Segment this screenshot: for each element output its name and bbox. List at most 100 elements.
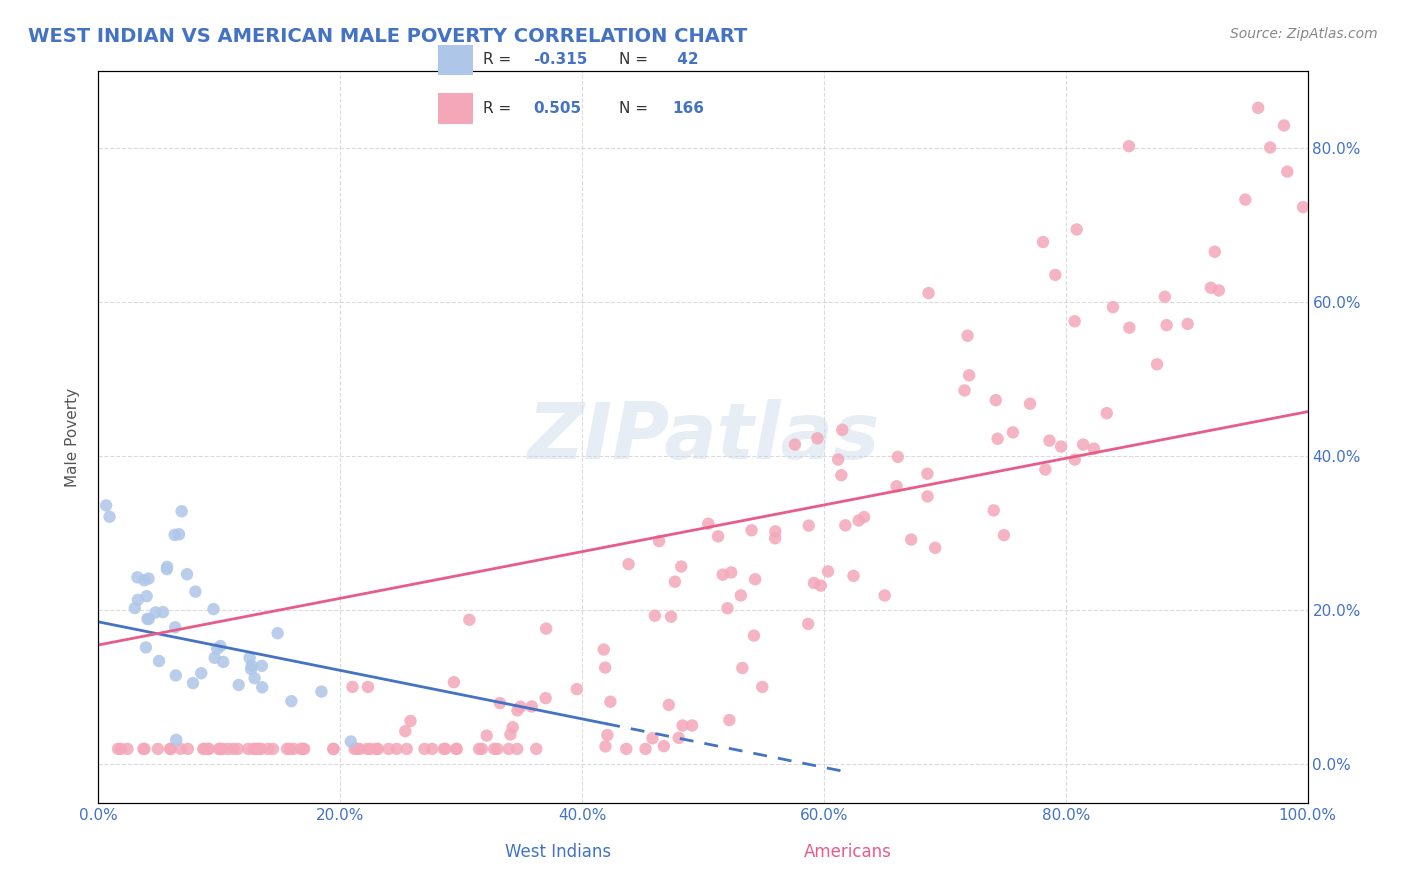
Point	[346, 742, 368, 756]
Point	[247, 742, 270, 756]
Point	[614, 742, 637, 756]
Point	[741, 524, 763, 538]
Point	[127, 570, 149, 584]
Point	[592, 642, 614, 657]
Point	[644, 608, 666, 623]
Point	[1292, 200, 1315, 214]
Point	[1063, 314, 1085, 328]
Point	[250, 658, 273, 673]
Point	[110, 742, 132, 756]
FancyBboxPatch shape	[439, 93, 472, 124]
Point	[475, 729, 498, 743]
Point	[138, 612, 160, 626]
Point	[395, 742, 418, 756]
Point	[634, 742, 657, 756]
Point	[1272, 119, 1295, 133]
Point	[212, 655, 235, 669]
FancyBboxPatch shape	[439, 45, 472, 75]
Point	[283, 742, 305, 756]
Point	[163, 528, 186, 542]
Point	[763, 531, 786, 545]
Point	[197, 742, 219, 756]
Point	[98, 509, 121, 524]
Point	[953, 384, 976, 398]
Point	[228, 678, 250, 692]
Point	[593, 660, 616, 674]
Point	[1102, 300, 1125, 314]
Point	[827, 452, 849, 467]
Point	[243, 671, 266, 685]
Point	[716, 601, 738, 615]
Point	[394, 724, 416, 739]
Point	[873, 589, 896, 603]
Point	[887, 450, 910, 464]
Point	[498, 742, 520, 756]
Point	[1032, 235, 1054, 249]
Point	[1095, 406, 1118, 420]
Point	[853, 510, 876, 524]
Point	[499, 727, 522, 741]
Point	[159, 742, 181, 756]
Point	[1071, 437, 1094, 451]
Point	[145, 606, 167, 620]
Point	[810, 579, 832, 593]
Point	[222, 742, 245, 756]
Text: R =: R =	[482, 101, 516, 116]
Point	[167, 527, 190, 541]
Point	[471, 742, 494, 756]
Point	[1247, 101, 1270, 115]
Point	[983, 503, 1005, 517]
Text: WEST INDIAN VS AMERICAN MALE POVERTY CORRELATION CHART: WEST INDIAN VS AMERICAN MALE POVERTY COR…	[28, 27, 748, 45]
Y-axis label: Male Poverty: Male Poverty	[65, 387, 80, 487]
Point	[803, 576, 825, 591]
Point	[671, 718, 693, 732]
Point	[783, 437, 806, 451]
Point	[152, 605, 174, 619]
Text: Americans: Americans	[804, 843, 891, 861]
Point	[509, 699, 531, 714]
Point	[659, 609, 682, 624]
Point	[211, 742, 233, 756]
Point	[292, 742, 315, 756]
Point	[458, 613, 481, 627]
Point	[132, 742, 155, 756]
Text: 0.505: 0.505	[533, 101, 581, 116]
Point	[984, 393, 1007, 408]
Point	[257, 742, 280, 756]
Point	[641, 731, 664, 746]
Point	[356, 742, 378, 756]
Point	[1063, 452, 1085, 467]
Point	[202, 602, 225, 616]
Point	[1258, 140, 1281, 154]
Point	[322, 742, 344, 756]
Point	[290, 742, 312, 756]
Point	[520, 699, 543, 714]
Point	[842, 569, 865, 583]
Point	[502, 720, 524, 734]
Point	[1038, 434, 1060, 448]
Point	[1208, 284, 1230, 298]
Point	[204, 651, 226, 665]
Text: -0.315: -0.315	[533, 53, 588, 68]
Point	[617, 557, 640, 571]
Point	[311, 684, 333, 698]
Point	[1045, 268, 1067, 282]
Point	[127, 592, 149, 607]
Point	[165, 620, 187, 634]
Point	[181, 676, 204, 690]
Text: Source: ZipAtlas.com: Source: ZipAtlas.com	[1230, 27, 1378, 41]
Point	[707, 529, 730, 543]
Point	[831, 423, 853, 437]
Point	[595, 739, 617, 754]
Point	[177, 742, 200, 756]
Point	[339, 734, 361, 748]
Point	[245, 742, 267, 756]
Point	[763, 524, 786, 539]
Point	[484, 742, 506, 756]
Point	[1118, 320, 1140, 334]
Point	[1204, 244, 1226, 259]
Point	[134, 573, 156, 587]
Point	[1019, 397, 1042, 411]
Point	[359, 742, 381, 756]
Point	[156, 562, 179, 576]
